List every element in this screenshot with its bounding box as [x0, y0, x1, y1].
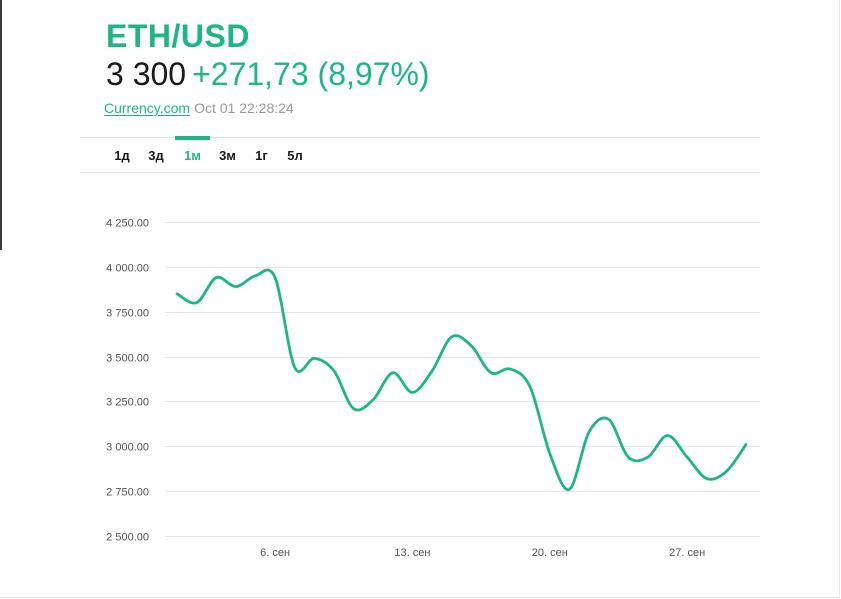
tabs-bottom-divider: [80, 172, 760, 173]
y-tick-label: 3 000.00: [106, 442, 149, 454]
source-link[interactable]: Currency.com: [104, 100, 191, 116]
x-tick-label: 20. сен: [532, 547, 568, 559]
quote-timestamp: Oct 01 22:28:24: [194, 100, 294, 116]
y-tick-label: 3 750.00: [106, 308, 149, 320]
y-tick-label: 2 500.00: [106, 532, 149, 544]
current-price: 3 300: [106, 56, 187, 92]
y-tick-label: 2 750.00: [106, 487, 149, 499]
tab-1m[interactable]: 1м: [175, 136, 210, 172]
tabs-top-divider: [80, 137, 760, 138]
y-tick-label: 4 000.00: [106, 263, 149, 275]
price-row: 3 300 +271,73 (8,97%): [106, 56, 430, 93]
tab-3d[interactable]: 3д: [148, 148, 164, 163]
price-change: +271,73 (8,97%): [192, 56, 430, 92]
left-edge-bar: [0, 0, 2, 250]
tab-3m[interactable]: 3м: [219, 148, 236, 163]
y-tick-label: 4 250.00: [106, 218, 149, 230]
tab-5y[interactable]: 5л: [287, 148, 303, 163]
price-series-line: [175, 268, 748, 491]
currency-pair-title: ETH/USD: [106, 18, 250, 54]
x-tick-label: 13. сен: [394, 547, 430, 559]
x-tick-label: 27. сен: [669, 547, 705, 559]
y-tick-label: 3 250.00: [106, 397, 149, 409]
range-tabs: 1д 3д 1м 3м 1г 5л: [107, 136, 312, 172]
quote-meta: Currency.com Oct 01 22:28:24: [104, 100, 294, 116]
tab-1d[interactable]: 1д: [114, 148, 130, 163]
y-tick-label: 3 500.00: [106, 353, 149, 365]
tab-1y[interactable]: 1г: [255, 148, 268, 163]
x-tick-label: 6. сен: [260, 547, 290, 559]
